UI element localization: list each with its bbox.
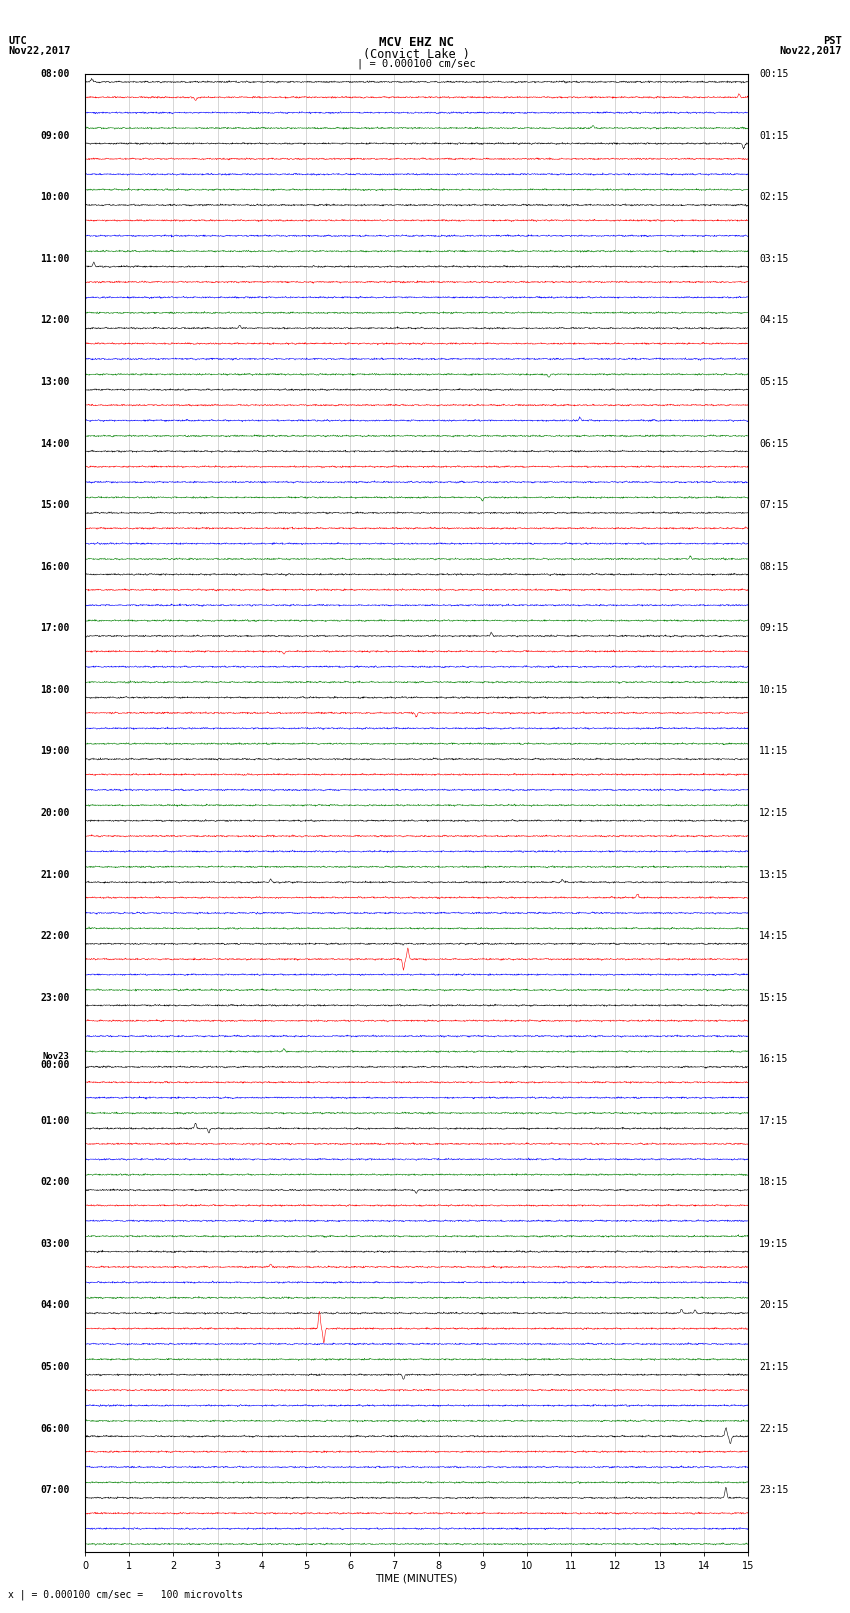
Text: 03:00: 03:00 bbox=[40, 1239, 70, 1248]
Text: 08:00: 08:00 bbox=[40, 69, 70, 79]
Text: 01:15: 01:15 bbox=[759, 131, 789, 140]
Text: 19:00: 19:00 bbox=[40, 747, 70, 756]
Text: Nov22,2017: Nov22,2017 bbox=[779, 45, 842, 56]
Text: 04:00: 04:00 bbox=[40, 1300, 70, 1310]
Text: 06:15: 06:15 bbox=[759, 439, 789, 448]
X-axis label: TIME (MINUTES): TIME (MINUTES) bbox=[376, 1574, 457, 1584]
Text: 18:15: 18:15 bbox=[759, 1177, 789, 1187]
Text: 00:00: 00:00 bbox=[40, 1060, 70, 1069]
Text: 14:15: 14:15 bbox=[759, 931, 789, 940]
Text: 10:15: 10:15 bbox=[759, 686, 789, 695]
Text: 20:15: 20:15 bbox=[759, 1300, 789, 1310]
Text: 03:15: 03:15 bbox=[759, 253, 789, 265]
Text: 16:00: 16:00 bbox=[40, 561, 70, 571]
Text: MCV EHZ NC: MCV EHZ NC bbox=[379, 37, 454, 50]
Text: 17:15: 17:15 bbox=[759, 1116, 789, 1126]
Text: PST: PST bbox=[823, 37, 842, 47]
Text: 16:15: 16:15 bbox=[759, 1055, 789, 1065]
Text: 21:15: 21:15 bbox=[759, 1361, 789, 1373]
Text: 08:15: 08:15 bbox=[759, 561, 789, 571]
Text: 11:15: 11:15 bbox=[759, 747, 789, 756]
Text: 04:15: 04:15 bbox=[759, 316, 789, 326]
Text: 18:00: 18:00 bbox=[40, 686, 70, 695]
Text: | = 0.000100 cm/sec: | = 0.000100 cm/sec bbox=[357, 58, 476, 69]
Text: 22:15: 22:15 bbox=[759, 1424, 789, 1434]
Text: 10:00: 10:00 bbox=[40, 192, 70, 202]
Text: 09:15: 09:15 bbox=[759, 623, 789, 634]
Text: 15:00: 15:00 bbox=[40, 500, 70, 510]
Text: (Convict Lake ): (Convict Lake ) bbox=[363, 47, 470, 61]
Text: 07:00: 07:00 bbox=[40, 1486, 70, 1495]
Text: x | = 0.000100 cm/sec =   100 microvolts: x | = 0.000100 cm/sec = 100 microvolts bbox=[8, 1589, 243, 1600]
Text: 02:15: 02:15 bbox=[759, 192, 789, 202]
Text: UTC: UTC bbox=[8, 37, 27, 47]
Text: Nov22,2017: Nov22,2017 bbox=[8, 45, 71, 56]
Text: 13:15: 13:15 bbox=[759, 869, 789, 879]
Text: 21:00: 21:00 bbox=[40, 869, 70, 879]
Text: 15:15: 15:15 bbox=[759, 992, 789, 1003]
Text: 02:00: 02:00 bbox=[40, 1177, 70, 1187]
Text: 11:00: 11:00 bbox=[40, 253, 70, 265]
Text: 13:00: 13:00 bbox=[40, 377, 70, 387]
Text: 23:00: 23:00 bbox=[40, 992, 70, 1003]
Text: 23:15: 23:15 bbox=[759, 1486, 789, 1495]
Text: 12:00: 12:00 bbox=[40, 316, 70, 326]
Text: 17:00: 17:00 bbox=[40, 623, 70, 634]
Text: Nov23: Nov23 bbox=[42, 1052, 70, 1061]
Text: 06:00: 06:00 bbox=[40, 1424, 70, 1434]
Text: 19:15: 19:15 bbox=[759, 1239, 789, 1248]
Text: 00:15: 00:15 bbox=[759, 69, 789, 79]
Text: 22:00: 22:00 bbox=[40, 931, 70, 940]
Text: 07:15: 07:15 bbox=[759, 500, 789, 510]
Text: 20:00: 20:00 bbox=[40, 808, 70, 818]
Text: 14:00: 14:00 bbox=[40, 439, 70, 448]
Text: 09:00: 09:00 bbox=[40, 131, 70, 140]
Text: 05:15: 05:15 bbox=[759, 377, 789, 387]
Text: 01:00: 01:00 bbox=[40, 1116, 70, 1126]
Text: 12:15: 12:15 bbox=[759, 808, 789, 818]
Text: 05:00: 05:00 bbox=[40, 1361, 70, 1373]
